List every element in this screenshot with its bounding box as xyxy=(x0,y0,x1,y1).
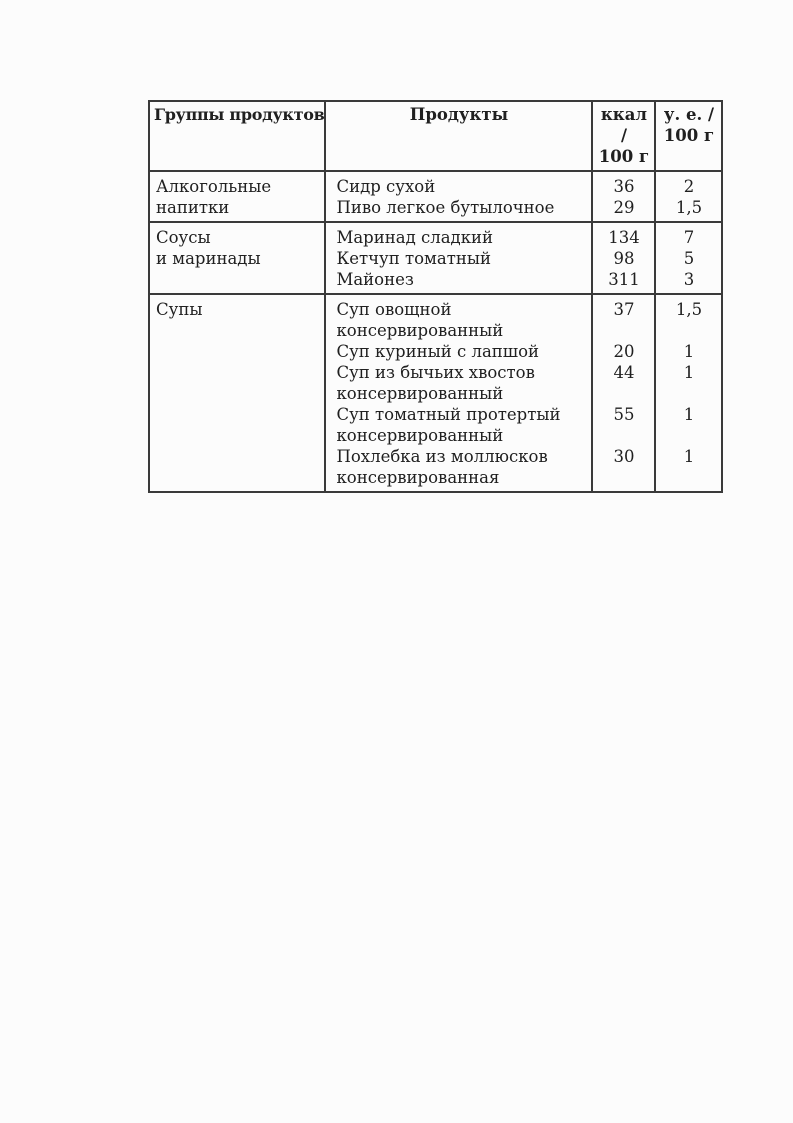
kcal-value-cell: 20 xyxy=(591,341,657,362)
product-name-cell: Суп из бычьих хвостов консервированный xyxy=(324,362,594,404)
ue-value-cell: 1 xyxy=(654,404,724,446)
product-name-cell: Пиво легкое бутылочное xyxy=(324,197,594,222)
product-name-cell: Сидр сухой xyxy=(324,170,594,197)
ue-value-cell: 1,5 xyxy=(654,197,724,222)
kcal-value-cell: 37 xyxy=(591,293,657,341)
calorie-table: Группы продуктов Продукты ккал / 100 г у… xyxy=(147,100,724,493)
table-body: Алкогольные напитки Сидр сухой 36 2 Пиво лег… xyxy=(147,170,724,492)
kcal-value-cell: 311 xyxy=(591,269,657,294)
ue-value-cell: 3 xyxy=(654,269,724,294)
group-name-cell: Супы xyxy=(147,293,327,492)
kcal-value-cell: 36 xyxy=(591,170,657,197)
kcal-value-cell: 98 xyxy=(591,248,657,269)
product-name-cell: Суп овощной консервированный xyxy=(324,293,594,341)
group-name-cell: Соусы и маринады xyxy=(147,221,327,294)
product-name-cell: Суп томатный протертый консервированный xyxy=(324,404,594,446)
kcal-value-cell: 134 xyxy=(591,221,657,248)
ue-value-cell: 2 xyxy=(654,170,724,197)
col-header-products: Продукты xyxy=(324,100,594,172)
ue-value-cell: 1 xyxy=(654,446,724,492)
col-header-product-groups: Группы продуктов xyxy=(147,100,327,172)
product-name-cell: Похлебка из моллюсков консервированная xyxy=(324,446,594,492)
product-name-cell: Майонез xyxy=(324,269,594,294)
kcal-value-cell: 44 xyxy=(591,362,657,404)
header-row: Группы продуктов Продукты ккал / 100 г у… xyxy=(147,100,724,172)
group-name-cell: Алкогольные напитки xyxy=(147,170,327,222)
ue-value-cell: 5 xyxy=(654,248,724,269)
ue-value-cell: 1 xyxy=(654,362,724,404)
kcal-value-cell: 30 xyxy=(591,446,657,492)
product-name-cell: Кетчуп томатный xyxy=(324,248,594,269)
product-name-cell: Маринад сладкий xyxy=(324,221,594,248)
product-row: Супы Суп овощной консервированный 37 1,5 xyxy=(147,293,724,492)
col-header-kcal-per-100g: ккал / 100 г xyxy=(591,100,657,172)
product-row: Майонез 311 3 xyxy=(149,269,724,294)
product-row: Соусы и маринады Маринад сладкий 134 7 xyxy=(147,221,724,294)
product-row: Суп томатный протертый консервированный 5… xyxy=(149,404,724,446)
ue-value-cell: 7 xyxy=(654,221,724,248)
product-row: Кетчуп томатный 98 5 xyxy=(149,248,724,269)
col-header-ue-per-100g: у. е. / 100 г xyxy=(654,100,724,172)
product-row: Алкогольные напитки Сидр сухой 36 2 xyxy=(147,170,724,222)
kcal-value-cell: 29 xyxy=(591,197,657,222)
product-row: Пиво легкое бутылочное 29 1,5 xyxy=(149,197,724,222)
product-name-cell: Суп куриный с лапшой xyxy=(324,341,594,362)
kcal-value-cell: 55 xyxy=(591,404,657,446)
product-row: Суп из бычьих хвостов консервированный 44… xyxy=(149,362,724,404)
product-row: Суп куриный с лапшой 20 1 xyxy=(149,341,724,362)
ue-value-cell: 1,5 xyxy=(654,293,724,341)
product-row: Похлебка из моллюсков консервированная 30… xyxy=(149,446,724,492)
ue-value-cell: 1 xyxy=(654,341,724,362)
